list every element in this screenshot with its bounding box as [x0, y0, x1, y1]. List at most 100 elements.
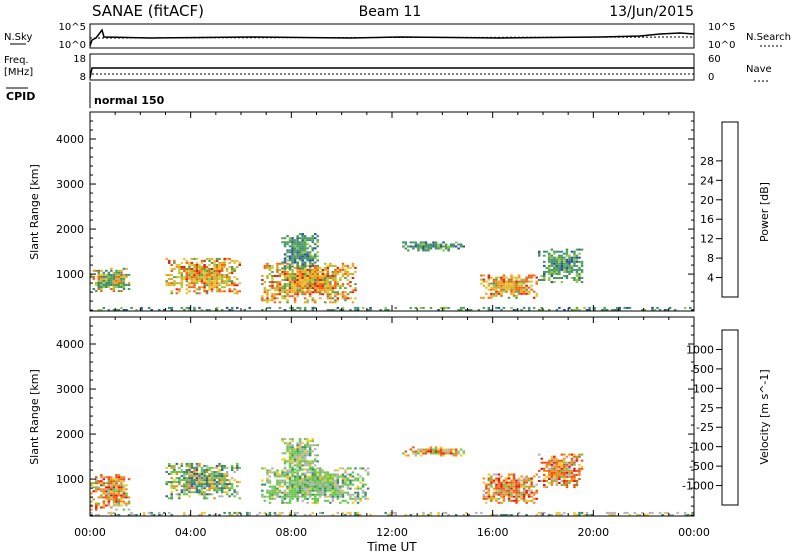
power-cell: [208, 288, 211, 291]
velocity-cell: [361, 495, 365, 498]
velocity-cell: [316, 487, 319, 490]
velocity-cell: [236, 514, 239, 516]
velocity-cell: [291, 475, 294, 478]
power-cell: [548, 258, 551, 261]
power-cell: [329, 285, 332, 288]
power-cell: [286, 275, 289, 277]
power-cell: [301, 293, 304, 296]
velocity-cell: [236, 464, 239, 467]
power-cell: [331, 287, 335, 290]
velocity-cell: [580, 459, 584, 462]
power-cell: [462, 245, 465, 248]
power-cell: [668, 306, 672, 309]
velocity-cell: [442, 511, 445, 514]
power-cell: [195, 264, 199, 266]
power-cell: [293, 255, 297, 258]
power-cell: [180, 280, 184, 283]
velocity-cell: [502, 485, 506, 488]
velocity-cell: [439, 452, 443, 455]
power-cell: [178, 266, 181, 268]
velocity-cell: [543, 473, 546, 476]
power-cell: [188, 276, 191, 279]
velocity-cell: [326, 475, 330, 478]
power-cell: [185, 259, 189, 262]
power-cell: [303, 253, 307, 256]
velocity-cell: [112, 500, 116, 503]
velocity-cell: [520, 479, 523, 482]
power-cell: [530, 276, 533, 279]
velocity-cell: [490, 499, 493, 502]
velocity-cell: [122, 488, 126, 491]
velocity-cell: [341, 499, 345, 502]
power-cell: [218, 270, 221, 272]
power-cell: [213, 261, 216, 264]
power-cell: [228, 257, 231, 260]
velocity-cell: [288, 442, 292, 445]
velocity-cell: [585, 514, 589, 516]
power-cell: [319, 291, 322, 294]
velocity-cell: [293, 485, 297, 488]
velocity-cell: [538, 475, 541, 478]
power-cell: [570, 309, 574, 311]
power-cell: [180, 266, 184, 268]
power-cell: [344, 291, 347, 294]
power-cell: [444, 243, 448, 246]
power-cell: [283, 267, 287, 270]
power-cell: [346, 297, 350, 300]
power-cell: [512, 288, 516, 291]
power-cell: [543, 275, 546, 277]
velocity-cell: [301, 468, 304, 471]
velocity-cell: [293, 495, 297, 498]
velocity-cell: [482, 493, 486, 496]
power-cell: [324, 275, 327, 277]
power-cell: [268, 289, 272, 292]
freq-axis-top: 18: [73, 54, 86, 65]
power-cell: [311, 241, 314, 244]
velocity-cell: [487, 489, 491, 492]
velocity-cell: [92, 486, 95, 489]
power-cell: [110, 288, 113, 290]
power-cell: [492, 286, 496, 289]
velocity-cell: [261, 489, 264, 492]
power-cell: [550, 270, 554, 273]
power-cell: [213, 270, 216, 272]
velocity-cell: [213, 514, 216, 516]
power-cell: [515, 288, 518, 291]
velocity-cell: [115, 498, 118, 501]
power-cell: [301, 251, 304, 254]
velocity-cell: [198, 489, 201, 492]
velocity-cell: [170, 497, 173, 500]
power-cell: [112, 277, 116, 280]
velocity-cell: [384, 511, 387, 514]
power-cell: [563, 266, 566, 269]
power-cell: [341, 275, 345, 277]
power-cells: [90, 233, 694, 311]
velocity-cell: [525, 481, 528, 484]
power-cell: [517, 282, 521, 285]
velocity-cell: [293, 456, 297, 459]
velocity-cell: [303, 483, 307, 486]
power-cell: [173, 259, 176, 262]
velocity-cell: [107, 498, 111, 501]
power-cell: [301, 261, 304, 264]
velocity-cell: [497, 501, 501, 504]
velocity-cell: [553, 473, 556, 476]
velocity-cell: [535, 489, 538, 492]
velocity-cell: [324, 481, 327, 484]
velocity-cell: [505, 491, 508, 494]
velocity-cell: [203, 497, 206, 500]
velocity-cell: [538, 469, 541, 472]
power-cell: [334, 291, 337, 294]
velocity-cell: [485, 485, 488, 488]
velocity-cell: [301, 446, 304, 449]
power-cell: [308, 279, 312, 281]
velocity-cell: [414, 454, 418, 457]
velocity-cell: [208, 514, 211, 516]
velocity-cell: [575, 484, 579, 486]
velocity-cell: [578, 469, 581, 472]
velocity-cell: [485, 495, 488, 498]
velocity-cell: [296, 499, 299, 502]
power-cell: [195, 268, 199, 270]
velocity-cell: [195, 469, 199, 471]
power-cell: [656, 306, 659, 309]
